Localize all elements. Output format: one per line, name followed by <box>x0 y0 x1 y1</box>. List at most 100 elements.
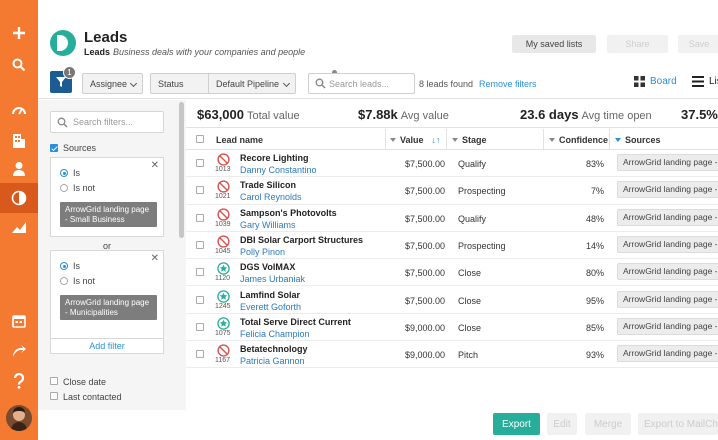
lead-name-link[interactable]: Recore Lighting <box>240 153 309 163</box>
total-value-stat: $63,000 Total value <box>197 107 300 122</box>
row-checkbox[interactable] <box>196 159 204 167</box>
lead-name-link[interactable]: Sampson's Photovolts <box>240 207 337 218</box>
column-lead-name[interactable]: Lead name <box>216 135 264 145</box>
lead-value: $9,000.00 <box>404 350 445 361</box>
close-icon[interactable]: ✕ <box>150 160 159 171</box>
board-grid-icon <box>634 76 645 87</box>
last-contacted-label: Last contacted <box>63 392 122 402</box>
table-row[interactable]: 1120 DGS VolMAX James Urbaniak $7,500.00… <box>186 259 718 287</box>
lead-name-link[interactable]: Trade Silicon <box>240 180 297 191</box>
list-view-button[interactable]: List <box>692 76 718 87</box>
contact-link[interactable]: Carol Reynolds <box>240 192 302 203</box>
column-stage[interactable]: Stage <box>452 135 487 145</box>
help-question-icon[interactable] <box>0 366 38 396</box>
edit-button[interactable]: Edit <box>547 413 577 435</box>
row-checkbox[interactable] <box>196 322 204 331</box>
filter-funnel-icon <box>390 137 396 142</box>
lead-source-tag: ArrowGrid landing page - Municipalities <box>617 317 718 335</box>
lead-confidence: 95% <box>585 295 604 306</box>
leads-search-input[interactable]: Search leads... <box>308 73 415 94</box>
contact-link[interactable]: Danny Constantino <box>240 165 317 175</box>
source-chip-small-business[interactable]: ArrowGrid landing page - Small Business <box>60 202 157 227</box>
save-button[interactable]: Save <box>678 35 718 53</box>
add-filter-button[interactable]: Add filter <box>50 338 164 354</box>
contact-link[interactable]: James Urbaniak <box>240 274 306 285</box>
column-confidence[interactable]: Confidence <box>549 135 608 145</box>
assignee-dropdown[interactable]: Assignee <box>82 73 143 94</box>
page-subtitle: Leads Business deals with your companies … <box>84 47 305 57</box>
no-entry-icon <box>217 153 230 166</box>
export-to-mailchimp-button[interactable]: Export to MailChimp <box>638 413 718 435</box>
summary-stats-bar: $63,000 Total value $7.88k Avg value 23.6 … <box>186 100 718 128</box>
row-checkbox[interactable] <box>196 268 204 277</box>
lead-id: 1013 <box>215 166 231 173</box>
list-lines-icon <box>692 76 704 87</box>
companies-building-icon[interactable] <box>0 126 38 156</box>
reports-chart-icon[interactable] <box>0 212 38 242</box>
remove-filters-link[interactable]: Remove filters <box>479 79 537 89</box>
column-sources[interactable]: Sources <box>615 135 661 145</box>
sources-checkbox[interactable] <box>50 144 58 152</box>
pipeline-dropdown[interactable]: Default Pipeline <box>208 73 296 94</box>
lead-name-link[interactable]: DBI Solar Carport Structures <box>240 234 364 245</box>
is-radio[interactable] <box>60 262 68 270</box>
row-checkbox[interactable] <box>196 213 204 222</box>
filter-search-placeholder: Search filters... <box>73 117 134 127</box>
integrations-icon[interactable] <box>0 336 38 366</box>
table-row[interactable]: 1167 Betatechnology Patricia Gannon $9,0… <box>186 341 718 369</box>
close-date-label: Close date <box>63 377 107 387</box>
contact-link[interactable]: Felicia Champion <box>240 328 310 339</box>
row-checkbox[interactable] <box>196 240 204 249</box>
select-all-checkbox[interactable] <box>196 135 204 143</box>
leads-found-count: 8 leads found <box>419 79 474 89</box>
plus-icon[interactable] <box>0 18 38 48</box>
lead-stage: Qualify <box>458 213 487 224</box>
lead-confidence: 7% <box>590 186 604 197</box>
export-button[interactable]: Export <box>493 413 540 435</box>
scrollbar-thumb[interactable] <box>179 102 184 238</box>
table-row[interactable]: 1045 DBI Solar Carport Structures Polly … <box>186 232 718 260</box>
table-row[interactable]: 1039 Sampson's Photovolts Gary Williams … <box>186 205 718 232</box>
search-icon[interactable] <box>0 50 38 80</box>
lead-name-link[interactable]: Total Serve Direct Current <box>240 316 351 327</box>
filter-scrollbar[interactable] <box>178 100 186 410</box>
calendar-icon[interactable] <box>0 306 38 336</box>
last-contacted-checkbox[interactable] <box>50 392 58 400</box>
is-radio[interactable] <box>60 169 68 177</box>
lead-source-tag: ArrowGrid landing page - Municipalities <box>617 290 718 308</box>
dashboard-gauge-icon[interactable] <box>0 94 38 124</box>
contact-link[interactable]: Gary Williams <box>240 219 296 230</box>
close-date-checkbox[interactable] <box>50 377 58 385</box>
contact-link[interactable]: Everett Goforth <box>240 301 302 312</box>
table-row[interactable]: 1245 Lamfind Solar Everett Goforth $7,50… <box>186 287 718 314</box>
board-view-button[interactable]: Board <box>634 76 677 87</box>
share-button[interactable]: Share <box>607 35 668 53</box>
user-avatar[interactable] <box>6 405 32 431</box>
close-icon[interactable]: ✕ <box>150 253 159 264</box>
contact-link[interactable]: Polly Pinon <box>240 246 286 257</box>
lead-stage: Pitch <box>458 350 479 361</box>
is-not-radio[interactable] <box>60 184 68 192</box>
lead-stage: Prospecting <box>458 240 506 251</box>
column-value[interactable]: Value ↓↑ <box>390 135 441 145</box>
table-row[interactable]: 1021 Trade Silicon Carol Reynolds $7,500… <box>186 177 718 205</box>
lead-name-link[interactable]: Betatechnology <box>240 344 308 355</box>
people-person-icon[interactable] <box>0 154 38 184</box>
my-saved-lists-button[interactable]: My saved lists <box>512 35 596 53</box>
list-label: List <box>709 76 718 87</box>
lead-value: $7,500.00 <box>404 213 445 224</box>
row-checkbox[interactable] <box>196 350 204 359</box>
merge-button[interactable]: Merge <box>585 413 631 435</box>
lead-name-link[interactable]: Lamfind Solar <box>240 289 301 300</box>
filter-search-input[interactable]: Search filters... <box>50 111 164 133</box>
table-row[interactable]: 1013 Recore Lighting Danny Constantino $… <box>186 150 718 178</box>
row-checkbox[interactable] <box>196 295 204 304</box>
leads-icon[interactable] <box>0 183 38 213</box>
source-chip-municipalities[interactable]: ArrowGrid landing page - Municipalities <box>60 295 157 320</box>
lead-name-link[interactable]: DGS VolMAX <box>240 262 296 273</box>
is-not-radio[interactable] <box>60 277 68 285</box>
contact-link[interactable]: Patricia Gannon <box>240 356 305 367</box>
conversion-stat: 37.5% <box>681 107 718 122</box>
row-checkbox[interactable] <box>196 186 204 195</box>
table-row[interactable]: 1075 Total Serve Direct Current Felicia … <box>186 314 718 342</box>
